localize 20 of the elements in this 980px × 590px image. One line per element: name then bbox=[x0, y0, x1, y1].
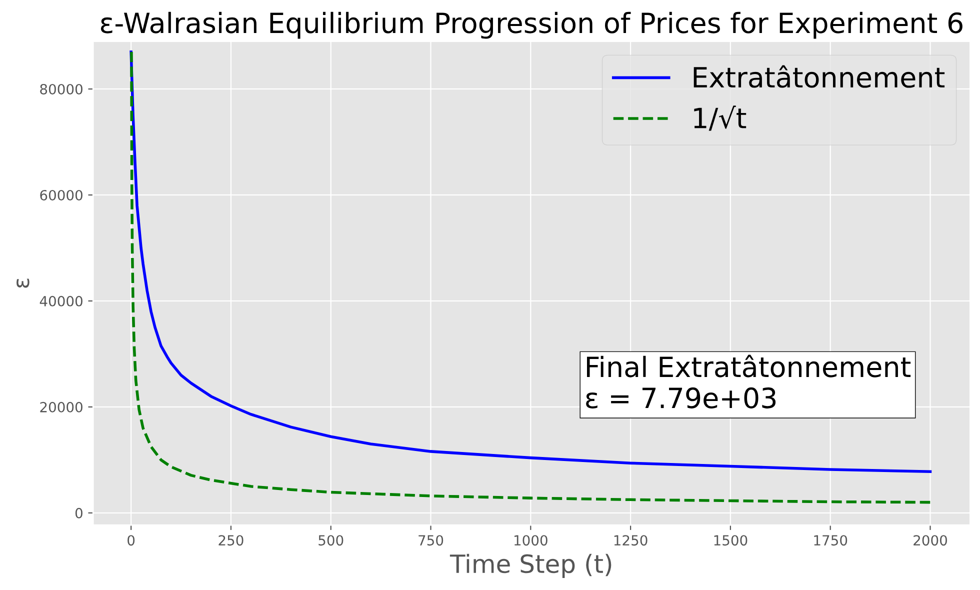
legend-label: 1/√t bbox=[694, 106, 746, 131]
chart-title: ε-Walrasian Equilibrium Progression of Prices for Experiment 6 bbox=[100, 12, 962, 39]
x-tick-label: 500 bbox=[318, 535, 344, 546]
y-tick-label: 80000 bbox=[40, 84, 82, 94]
x-tick-label: 0 bbox=[128, 535, 135, 546]
x-tick-label: 750 bbox=[418, 535, 444, 546]
y-axis-title: ε bbox=[16, 278, 30, 288]
x-tick-label: 250 bbox=[218, 535, 244, 546]
y-tick-label: 20000 bbox=[40, 402, 82, 412]
x-tick-label: 1750 bbox=[814, 535, 848, 546]
x-tick-label: 1500 bbox=[714, 535, 748, 546]
y-tick-label: 40000 bbox=[40, 296, 82, 306]
y-tick-label: 60000 bbox=[40, 190, 82, 200]
x-axis-title: Time Step (t) bbox=[450, 554, 612, 578]
x-tick-label: 2000 bbox=[914, 535, 947, 546]
legend-label: Extratâtonnement bbox=[694, 65, 945, 88]
x-tick-label: 1000 bbox=[514, 535, 548, 546]
y-tick-label: 0 bbox=[75, 508, 82, 518]
x-tick-label: 1250 bbox=[614, 535, 648, 546]
annotation: Final Extratâtonnement ε = 7.79e+03 bbox=[586, 354, 911, 408]
